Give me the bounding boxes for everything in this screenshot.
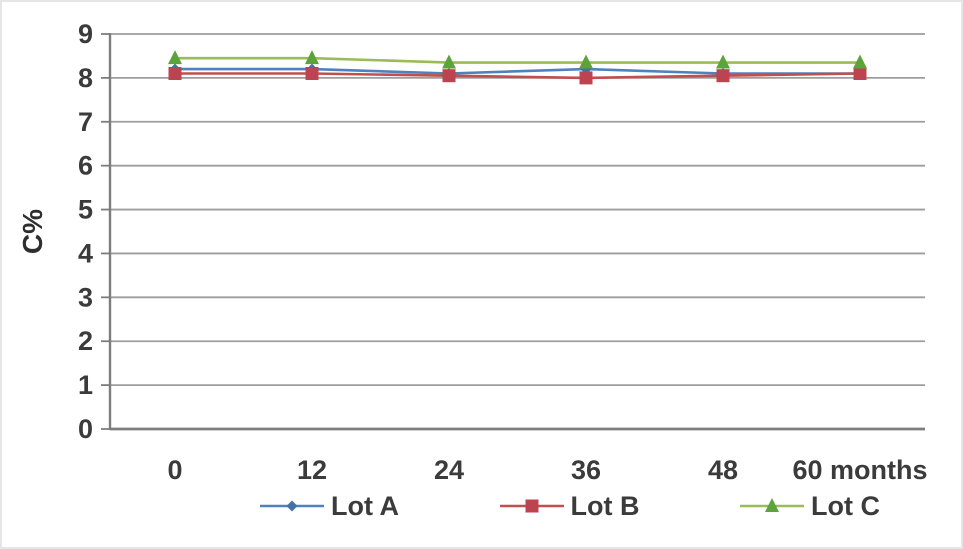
data-point-marker-triangle: [853, 54, 867, 69]
data-point-marker-square: [168, 67, 182, 80]
data-point-marker-square: [305, 67, 319, 80]
data-point-marker-square: [853, 67, 867, 80]
data-point-marker-square: [442, 69, 456, 83]
legend-sample-lot-a: [260, 500, 324, 512]
y-tick-label: 8: [78, 63, 93, 93]
data-point-marker-triangle: [168, 50, 182, 65]
x-tick-label: 48: [708, 455, 738, 485]
legend-label-lot-b: Lot B: [570, 490, 640, 521]
series-line-lot-b: [175, 72, 861, 80]
legend-label-lot-c: Lot C: [811, 490, 880, 521]
y-tick-label: 9: [78, 19, 93, 49]
data-point-marker-triangle: [716, 54, 730, 69]
y-tick-label: 7: [78, 107, 93, 137]
series-line-lot-a: [175, 67, 860, 75]
y-axis-title: C%: [17, 209, 48, 254]
data-point-marker-square: [716, 69, 730, 83]
legend-label-lot-a: Lot A: [331, 490, 399, 521]
y-tick-label: 3: [78, 282, 93, 312]
legend: Lot A Lot B Lot C: [260, 489, 880, 523]
legend-sample-lot-c: [740, 498, 804, 512]
data-point-marker-triangle: [579, 54, 593, 69]
y-tick-label: 2: [78, 326, 93, 356]
data-point-marker-diamond: [286, 500, 298, 512]
y-tick-label: 4: [78, 238, 93, 268]
x-tick-label: 0: [167, 455, 182, 485]
legend-item-lot-a: Lot A: [260, 490, 399, 521]
y-tick-label: 1: [78, 370, 93, 400]
data-point-marker-square: [525, 499, 538, 513]
x-tick-label: 24: [434, 455, 464, 485]
y-tick-label: 5: [78, 195, 93, 225]
x-tick-label: 36: [571, 455, 601, 485]
legend-item-lot-b: Lot B: [499, 490, 640, 521]
y-tick-label: 0: [78, 414, 93, 444]
data-point-marker-square: [579, 71, 593, 85]
legend-sample-lot-b: [499, 499, 564, 513]
data-point-marker-triangle: [765, 498, 779, 512]
x-tick-label: 12: [297, 455, 327, 485]
legend-item-lot-c: Lot C: [740, 490, 880, 521]
data-point-marker-triangle: [442, 54, 456, 69]
x-tick-label: 60 months: [792, 455, 927, 485]
data-point-marker-triangle: [305, 50, 319, 65]
series-line-lot-c: [175, 56, 860, 64]
y-tick-label: 6: [78, 151, 93, 181]
